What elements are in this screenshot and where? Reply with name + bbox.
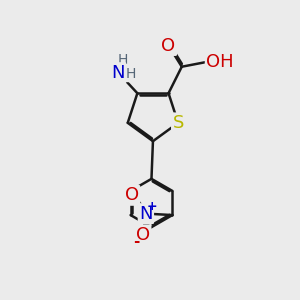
Text: N: N — [112, 64, 125, 82]
Text: N: N — [139, 205, 153, 223]
Text: -: - — [133, 234, 140, 249]
Text: +: + — [147, 200, 158, 213]
Text: O: O — [136, 226, 150, 244]
Text: O: O — [125, 186, 139, 204]
Text: H: H — [118, 53, 128, 67]
Text: O: O — [161, 37, 176, 55]
Text: S: S — [172, 114, 184, 132]
Text: H: H — [125, 67, 136, 81]
Text: OH: OH — [206, 53, 234, 71]
